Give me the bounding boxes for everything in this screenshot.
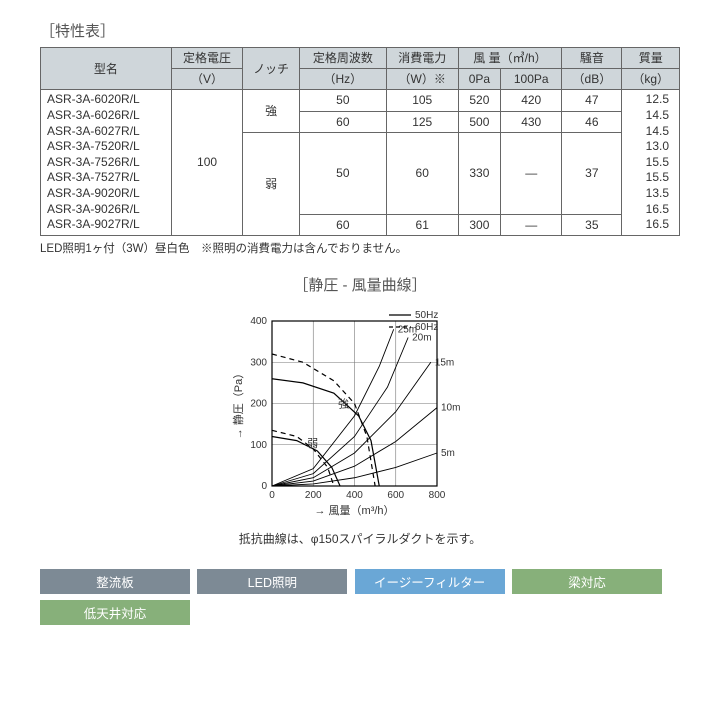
r1-power: 125	[386, 111, 458, 132]
svg-text:→ 風量（m³/h）: → 風量（m³/h）	[314, 504, 394, 517]
notch-lo: 弱	[243, 132, 299, 235]
feature-tag: LED照明	[197, 569, 347, 594]
r2-af100: —	[501, 132, 562, 214]
chart-note: 抵抗曲線は、φ150スパイラルダクトを示す。	[40, 530, 680, 547]
svg-text:200: 200	[250, 398, 267, 409]
r0-freq: 50	[299, 90, 386, 111]
col-airflow: 風 量（㎥/h）	[458, 48, 562, 69]
col-noise: 騒音	[562, 48, 622, 69]
svg-text:600: 600	[387, 490, 404, 501]
feature-tag: 低天井対応	[40, 600, 190, 625]
svg-text:60Hz: 60Hz	[415, 322, 438, 333]
feature-tags: 整流板 LED照明 イージーフィルター 梁対応 低天井対応	[40, 569, 680, 631]
r0-noise: 47	[562, 90, 622, 111]
r0-af0: 520	[458, 90, 501, 111]
r2-af0: 330	[458, 132, 501, 214]
svg-text:100: 100	[250, 439, 267, 450]
r0-af100: 420	[501, 90, 562, 111]
model-cell: ASR-3A-6020R/LASR-3A-6026R/LASR-3A-6027R…	[41, 90, 172, 235]
col-noise-unit: （dB）	[562, 69, 622, 90]
notch-hi: 強	[243, 90, 299, 132]
r1-noise: 46	[562, 111, 622, 132]
col-model: 型名	[41, 48, 172, 90]
svg-text:400: 400	[346, 490, 363, 501]
svg-text:300: 300	[250, 357, 267, 368]
r2-freq: 50	[299, 132, 386, 214]
chart-title: ［静圧 - 風量曲線］	[40, 274, 680, 295]
svg-text:強: 強	[338, 397, 349, 410]
col-mass: 質量	[622, 48, 680, 69]
r2-noise: 37	[562, 132, 622, 214]
svg-text:800: 800	[429, 490, 446, 501]
feature-tag: 梁対応	[512, 569, 662, 594]
col-freq: 定格周波数	[299, 48, 386, 69]
r3-freq: 60	[299, 214, 386, 235]
spec-footnote: LED照明1ヶ付（3W）昼白色 ※照明の消費電力は含んでおりません。	[40, 240, 680, 256]
svg-text:0: 0	[261, 481, 267, 492]
col-notch: ノッチ	[243, 48, 299, 90]
r2-power: 60	[386, 132, 458, 214]
svg-text:200: 200	[305, 490, 322, 501]
svg-text:400: 400	[250, 316, 267, 327]
svg-text:0: 0	[269, 490, 275, 501]
feature-tag: イージーフィルター	[355, 569, 505, 594]
spec-table-title: ［特性表］	[40, 20, 680, 41]
static-pressure-chart: 5m10m15m20m25m強弱020040060080001002003004…	[230, 301, 490, 521]
feature-tag: 整流板	[40, 569, 190, 594]
r0-power: 105	[386, 90, 458, 111]
col-power: 消費電力	[386, 48, 458, 69]
r3-power: 61	[386, 214, 458, 235]
r3-af0: 300	[458, 214, 501, 235]
svg-text:弱: 弱	[307, 437, 318, 450]
voltage-cell: 100	[171, 90, 243, 235]
col-airflow-0: 0Pa	[458, 69, 501, 90]
col-mass-unit: （kg）	[622, 69, 680, 90]
spec-table: 型名 定格電圧 ノッチ 定格周波数 消費電力 風 量（㎥/h） 騒音 質量 （V…	[40, 47, 680, 236]
r3-af100: —	[501, 214, 562, 235]
col-voltage: 定格電圧	[171, 48, 243, 69]
svg-text:50Hz: 50Hz	[415, 310, 438, 321]
col-airflow-100: 100Pa	[501, 69, 562, 90]
r1-af100: 430	[501, 111, 562, 132]
svg-text:15m: 15m	[435, 357, 454, 368]
mass-cell: 12.514.514.513.015.515.513.516.516.5	[622, 90, 680, 235]
col-voltage-unit: （V）	[171, 69, 243, 90]
r1-freq: 60	[299, 111, 386, 132]
svg-text:→ 静圧（Pa）: → 静圧（Pa）	[231, 367, 245, 439]
svg-text:10m: 10m	[441, 402, 460, 413]
col-freq-unit: （Hz）	[299, 69, 386, 90]
r1-af0: 500	[458, 111, 501, 132]
svg-text:5m: 5m	[441, 448, 455, 459]
r3-noise: 35	[562, 214, 622, 235]
col-power-unit: （W）※	[386, 69, 458, 90]
